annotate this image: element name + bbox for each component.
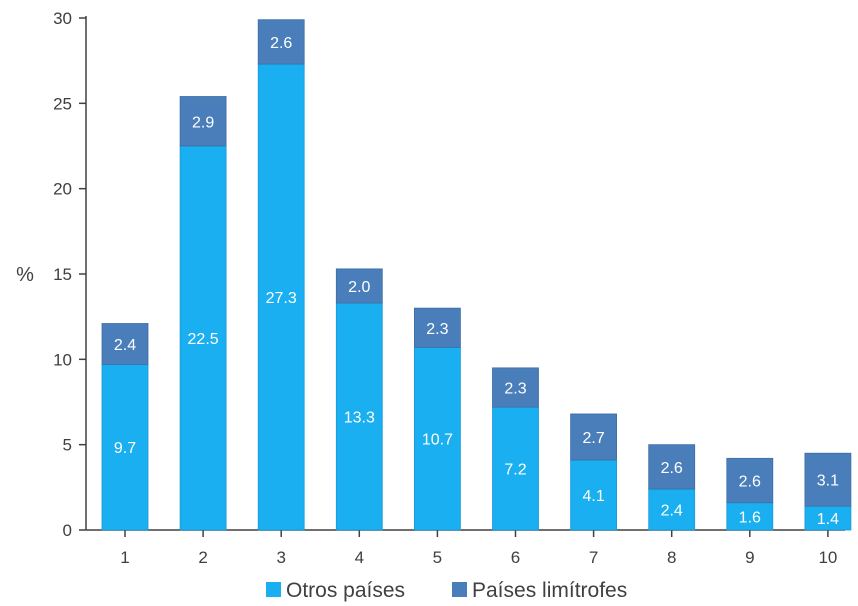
bar-segment-otros-paises bbox=[413, 346, 461, 531]
x-tick-label: 9 bbox=[745, 548, 754, 567]
y-tick-label: 0 bbox=[63, 521, 72, 540]
x-tick-label: 7 bbox=[589, 548, 598, 567]
x-tick-label: 8 bbox=[667, 548, 676, 567]
legend-label: Países limítrofes bbox=[472, 579, 627, 602]
bar-data-label: 2.0 bbox=[348, 279, 370, 296]
bar-segment-paises-limitrofes bbox=[648, 444, 696, 490]
x-tick-label: 1 bbox=[120, 548, 129, 567]
bar-segment-paises-limitrofes bbox=[101, 323, 149, 365]
bar-segment-paises-limitrofes bbox=[179, 96, 227, 147]
bar-data-label: 2.3 bbox=[504, 380, 526, 397]
bar-data-label: 2.4 bbox=[661, 503, 683, 520]
bar-segment-otros-paises bbox=[335, 302, 383, 531]
x-tick-label: 3 bbox=[276, 548, 285, 567]
bar-segment-otros-paises bbox=[570, 459, 617, 531]
bar-data-label: 4.1 bbox=[582, 488, 604, 505]
x-tick-label: 4 bbox=[355, 548, 364, 567]
legend: Otros países Países limítrofes bbox=[266, 579, 627, 602]
y-tick-label: 20 bbox=[53, 180, 72, 199]
bar-data-label: 2.7 bbox=[582, 430, 604, 447]
bar-data-label: 2.9 bbox=[192, 114, 214, 131]
bar-segment-paises-limitrofes bbox=[726, 457, 774, 504]
bars: 9.7 2.4 22.5 2.9 27.3 2.6 13.3 2.0 10.7 2.3 7.2 2.3… bbox=[101, 19, 852, 531]
bar-segment-otros-paises bbox=[492, 406, 539, 531]
bar-data-label: 1.6 bbox=[739, 509, 761, 526]
bar-data-label: 1.4 bbox=[817, 511, 839, 528]
bar-segment-paises-limitrofes bbox=[570, 413, 617, 461]
y-axis: 0 5 10 15 20 25 30% bbox=[16, 9, 87, 540]
y-tick-label: 30 bbox=[53, 9, 72, 28]
bar-data-label: 2.6 bbox=[270, 35, 292, 52]
bar-data-label: 3.1 bbox=[817, 473, 839, 490]
bar-data-label: 2.3 bbox=[426, 321, 448, 338]
bar-segment-paises-limitrofes bbox=[492, 367, 539, 408]
bar-data-label: 10.7 bbox=[422, 432, 453, 449]
bar-data-label: 2.6 bbox=[661, 460, 683, 477]
bar-data-label: 13.3 bbox=[344, 410, 375, 427]
y-tick-label: 10 bbox=[53, 350, 72, 369]
bar-data-label: 27.3 bbox=[266, 290, 297, 307]
legend-swatch bbox=[266, 582, 281, 597]
legend-label: Otros países bbox=[286, 579, 405, 602]
bar-data-label: 7.2 bbox=[504, 462, 526, 479]
x-tick-label: 10 bbox=[818, 548, 837, 567]
bar-segment-otros-paises bbox=[257, 63, 305, 531]
y-axis-label: % bbox=[16, 264, 34, 286]
bar-segment-otros-paises bbox=[179, 145, 227, 531]
y-tick-label: 25 bbox=[53, 94, 72, 113]
bar-segment-paises-limitrofes bbox=[257, 19, 305, 65]
y-tick-label: 5 bbox=[63, 436, 72, 455]
bar-segment-paises-limitrofes bbox=[413, 307, 461, 348]
bar-data-label: 22.5 bbox=[188, 331, 219, 348]
bar-segment-paises-limitrofes bbox=[335, 268, 383, 304]
bar-data-label: 9.7 bbox=[114, 440, 136, 457]
x-tick-label: 5 bbox=[433, 548, 442, 567]
legend-swatch bbox=[452, 582, 467, 597]
x-axis: 1 2 3 4 5 6 7 8 9 10 bbox=[86, 529, 845, 567]
bar-data-label: 2.4 bbox=[114, 337, 136, 354]
bar-segment-paises-limitrofes bbox=[804, 452, 852, 507]
y-tick-label: 15 bbox=[53, 265, 72, 284]
x-tick-label: 2 bbox=[198, 548, 207, 567]
bar-data-label: 2.6 bbox=[739, 474, 761, 491]
x-tick-label: 6 bbox=[511, 548, 520, 567]
